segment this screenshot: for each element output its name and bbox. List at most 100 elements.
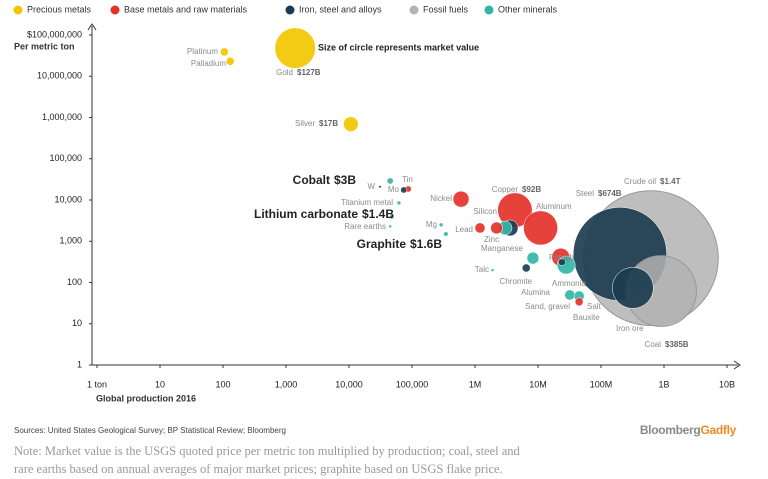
x-tick-label: 10 (155, 379, 165, 389)
point-label: Lead (455, 225, 473, 234)
legend-label: Base metals and raw materials (124, 4, 248, 14)
brand-first: Bloomberg (640, 423, 701, 437)
x-axis-arrow (733, 360, 741, 370)
note-line: Note: Market value is the USGS quoted pr… (14, 444, 521, 458)
size-label: $92B (522, 185, 541, 194)
point-label: Bauxite (573, 313, 600, 322)
bubble (443, 231, 449, 237)
bubble (452, 190, 470, 208)
bubble (474, 222, 486, 234)
x-tick-label: 1 ton (87, 379, 107, 389)
point-label: Platinum (187, 47, 218, 56)
bubble (343, 116, 359, 132)
point-label: Palladium (191, 59, 226, 68)
size-label: $127B (297, 68, 321, 77)
bubble (225, 57, 235, 66)
point-label: Manganese (481, 244, 523, 253)
point-label: Talc (475, 265, 489, 274)
point-label: Copper (492, 185, 519, 194)
brand: BloombergGadfly (640, 423, 737, 437)
bubble (526, 251, 540, 265)
point-label: Silicon (473, 207, 497, 216)
point-label: Mg (426, 220, 437, 229)
point-label: Silver (295, 119, 315, 128)
point-label: Potash (549, 253, 574, 262)
y-tick-label: 1,000,000 (42, 112, 82, 122)
y-tick-label: 1 (77, 359, 82, 369)
x-tick-label: 100 (215, 379, 230, 389)
point-label: Aluminum (536, 202, 572, 211)
legend-swatch (484, 5, 494, 15)
point-label: Gold (276, 68, 293, 77)
size-label: $385B (665, 340, 689, 349)
size-label: $674B (598, 189, 622, 198)
bubble (574, 297, 584, 307)
size-label: $17B (319, 119, 338, 128)
bubble (490, 268, 495, 272)
bubble (378, 185, 382, 189)
legend-swatch (110, 5, 120, 15)
legend-swatch (13, 5, 23, 15)
bubble (558, 258, 566, 266)
y-tick-label: 10,000 (54, 194, 82, 204)
bubble (274, 27, 316, 69)
x-tick-label: 1,000 (275, 379, 298, 389)
bubble (490, 221, 503, 235)
bubble (521, 263, 531, 273)
legend-swatch (285, 5, 295, 15)
legend-label: Iron, steel and alloys (299, 4, 382, 14)
y-tick-label: 100,000 (49, 153, 82, 163)
note-line: rare earths based on annual averages of … (14, 462, 503, 476)
bubble (400, 186, 408, 194)
x-tick-label: 1B (658, 379, 669, 389)
x-tick-label: 10,000 (335, 379, 363, 389)
x-tick-label: 100,000 (396, 379, 429, 389)
y-axis-arrow (87, 23, 97, 31)
brand-second: Gadfly (700, 423, 736, 437)
bubble (438, 222, 444, 228)
point-label: Tin (402, 175, 413, 184)
y-tick-label: 10 (72, 318, 82, 328)
point-label: Titanium metal (341, 198, 393, 207)
point-label: Sand, gravel (525, 302, 570, 311)
size-label: $1.4B (362, 207, 394, 221)
y-tick-label: 1,000 (59, 236, 82, 246)
bubble (396, 200, 402, 206)
y-tick-label: 100 (67, 277, 82, 287)
point-label: Rare earths (344, 222, 386, 231)
x-axis-label: Global production 2016 (96, 393, 196, 403)
y-tick-label: $100,000,000 (27, 29, 82, 39)
bubble (389, 214, 395, 220)
x-tick-label: 10M (529, 379, 547, 389)
legend-label: Other minerals (498, 4, 558, 14)
point-label: Cobalt (293, 173, 330, 187)
bubble (523, 210, 558, 246)
point-label: Iron ore (616, 324, 644, 333)
x-tick-label: 100M (590, 379, 613, 389)
point-label: Ammonia (552, 279, 586, 288)
bubble (564, 289, 576, 301)
point-label: Graphite (357, 237, 407, 251)
y-tick-label: 10,000,000 (37, 71, 82, 81)
x-tick-label: 10B (719, 379, 735, 389)
point-label: Nickel (430, 194, 452, 203)
x-tick-label: 1M (469, 379, 482, 389)
bubble (386, 177, 394, 185)
annotation: Size of circle represents market value (318, 42, 479, 52)
size-label: $1.4T (660, 177, 681, 186)
point-label: Lithium carbonate (254, 207, 358, 221)
point-label: Chromite (500, 277, 533, 286)
point-label: Coal (645, 340, 662, 349)
legend-swatch (409, 5, 419, 15)
point-label: Salt (587, 302, 602, 311)
point-label: Crude oil (624, 177, 656, 186)
bubble (612, 267, 654, 309)
bubble (388, 224, 392, 229)
point-label: W (367, 182, 375, 191)
bubble (220, 47, 229, 57)
point-label: Steel (576, 189, 594, 198)
point-label: Mo (388, 185, 400, 194)
source: Sources: United States Geological Survey… (14, 426, 286, 435)
legend-label: Fossil fuels (423, 4, 469, 14)
